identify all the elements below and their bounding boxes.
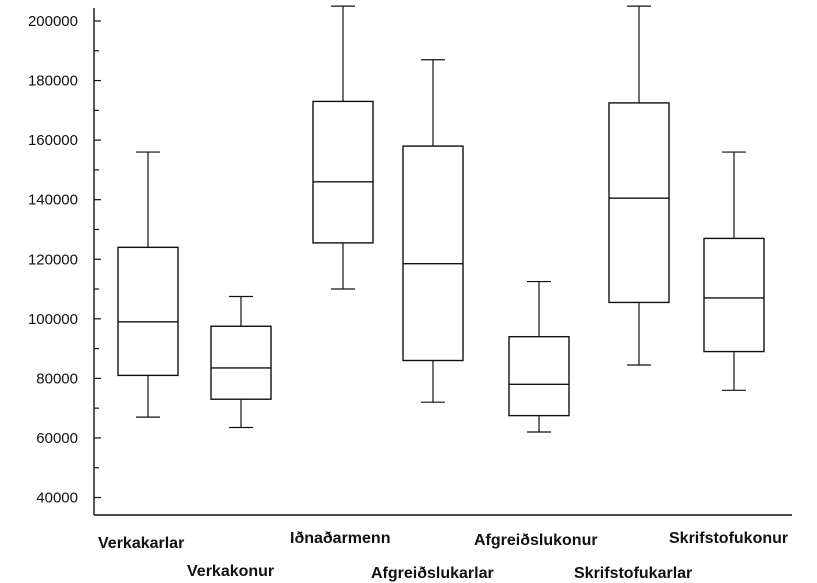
box-iqr [508, 335, 570, 417]
category-label: Skrifstofukarlar [574, 565, 692, 582]
box-group [508, 280, 570, 433]
category-label: Skrifstofukonur [669, 530, 788, 547]
category-label: Iðnaðarmenn [290, 530, 390, 547]
box-iqr [312, 100, 374, 244]
y-tick-label: 60000 [36, 430, 78, 447]
category-label: Afgreiðslukarlar [371, 565, 494, 582]
box-iqr [402, 145, 464, 362]
box-iqr [608, 102, 670, 304]
y-tick-label: 140000 [28, 192, 78, 209]
box-iqr [210, 325, 272, 400]
y-tick-label: 100000 [28, 311, 78, 328]
box-group [608, 5, 670, 366]
box-iqr [117, 246, 179, 377]
box-group [402, 59, 464, 403]
box-group [210, 295, 272, 429]
box-group [703, 151, 765, 391]
box-iqr [703, 237, 765, 353]
y-tick-label: 40000 [36, 490, 78, 507]
y-tick-label: 180000 [28, 73, 78, 90]
y-tick-label: 160000 [28, 132, 78, 149]
y-tick-label: 200000 [28, 13, 78, 30]
category-label: Verkakonur [187, 563, 274, 580]
category-label: Afgreiðslukonur [474, 532, 598, 549]
box-group [312, 5, 374, 290]
category-label: Verkakarlar [98, 535, 184, 552]
box-group [117, 151, 179, 418]
box-series [117, 5, 765, 433]
y-tick-label: 120000 [28, 251, 78, 268]
y-axis-ticks: 40000 60000 80000 100000 120000 140000 160000 1… [28, 13, 101, 507]
y-tick-label: 80000 [36, 370, 78, 387]
